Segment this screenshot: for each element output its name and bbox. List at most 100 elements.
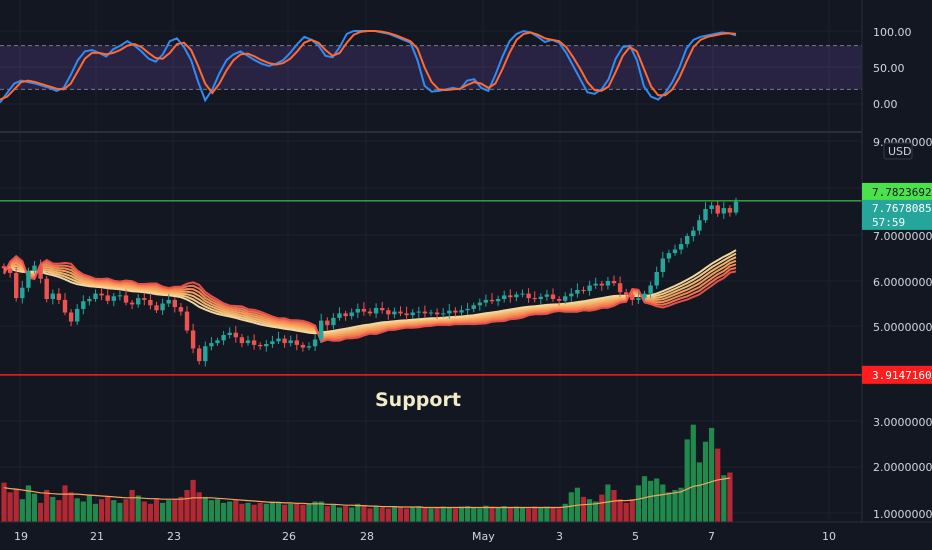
volume-bar[interactable] <box>666 492 672 522</box>
candle-body[interactable] <box>75 308 80 322</box>
candle-body[interactable] <box>489 299 495 302</box>
candle-body[interactable] <box>264 344 269 347</box>
volume-bar[interactable] <box>635 485 641 522</box>
candle-body[interactable] <box>611 281 617 284</box>
candle-body[interactable] <box>422 311 428 314</box>
candle-body[interactable] <box>672 249 678 254</box>
volume-bar[interactable] <box>599 494 605 522</box>
volume-bar[interactable] <box>410 507 416 522</box>
volume-bar[interactable] <box>263 503 269 522</box>
volume-bar[interactable] <box>68 492 74 522</box>
candle-body[interactable] <box>404 313 409 316</box>
candle-body[interactable] <box>270 341 275 344</box>
candle-body[interactable] <box>636 298 641 300</box>
candle-body[interactable] <box>215 340 220 344</box>
candle-body[interactable] <box>239 337 245 344</box>
candle-body[interactable] <box>733 201 739 213</box>
volume-bar[interactable] <box>221 502 227 522</box>
candle-body[interactable] <box>721 208 726 214</box>
candle-body[interactable] <box>593 283 598 286</box>
volume-bar[interactable] <box>483 505 489 522</box>
candle-body[interactable] <box>331 317 336 326</box>
volume-bar[interactable] <box>129 490 135 522</box>
volume-bar[interactable] <box>660 484 666 522</box>
volume-bar[interactable] <box>611 490 617 522</box>
candle-body[interactable] <box>197 348 202 362</box>
candle-body[interactable] <box>166 299 171 304</box>
volume-bar[interactable] <box>507 507 513 522</box>
candle-body[interactable] <box>459 310 464 313</box>
volume-bar[interactable] <box>391 506 397 522</box>
volume-bar[interactable] <box>172 499 178 522</box>
volume-bar[interactable] <box>123 499 129 522</box>
candle-body[interactable] <box>575 290 580 294</box>
candle-body[interactable] <box>361 308 367 312</box>
volume-bar[interactable] <box>721 475 727 522</box>
candle-body[interactable] <box>624 292 629 295</box>
candle-body[interactable] <box>617 283 623 293</box>
volume-bar[interactable] <box>245 502 251 522</box>
candle-body[interactable] <box>251 340 257 345</box>
candle-body[interactable] <box>87 299 92 302</box>
candle-body[interactable] <box>666 253 672 259</box>
volume-bar[interactable] <box>629 499 635 522</box>
candle-body[interactable] <box>160 303 165 311</box>
candle-body[interactable] <box>434 312 440 315</box>
candle-body[interactable] <box>709 205 714 209</box>
candle-body[interactable] <box>691 230 696 236</box>
volume-bar[interactable] <box>550 507 556 522</box>
volume-bar[interactable] <box>202 496 208 522</box>
candle-body[interactable] <box>526 293 531 299</box>
volume-bar[interactable] <box>397 507 404 522</box>
candle-body[interactable] <box>398 311 403 314</box>
volume-bar[interactable] <box>227 501 233 523</box>
volume-bar[interactable] <box>117 502 123 522</box>
candle-body[interactable] <box>648 285 653 294</box>
volume-bar[interactable] <box>702 441 709 522</box>
volume-bar[interactable] <box>141 501 147 523</box>
candle-body[interactable] <box>416 311 421 313</box>
candle-body[interactable] <box>117 295 123 297</box>
candle-body[interactable] <box>32 265 37 272</box>
candle-body[interactable] <box>325 320 330 326</box>
volume-bar[interactable] <box>696 462 702 522</box>
candle-body[interactable] <box>349 312 354 317</box>
candle-body[interactable] <box>386 310 391 315</box>
candle-body[interactable] <box>471 305 476 309</box>
candle-body[interactable] <box>62 299 68 313</box>
volume-bar[interactable] <box>446 507 452 522</box>
volume-bar[interactable] <box>580 496 587 522</box>
candle-body[interactable] <box>190 330 196 349</box>
candle-body[interactable] <box>654 272 659 286</box>
candle-body[interactable] <box>319 320 324 340</box>
volume-bar[interactable] <box>44 490 50 522</box>
volume-bar[interactable] <box>422 507 428 522</box>
candle-body[interactable] <box>428 312 434 314</box>
candle-body[interactable] <box>697 220 702 231</box>
volume-bar[interactable] <box>489 506 495 522</box>
candle-body[interactable] <box>178 307 184 312</box>
candle-body[interactable] <box>68 312 74 322</box>
candle-body[interactable] <box>81 301 86 309</box>
candle-body[interactable] <box>703 209 708 221</box>
candle-body[interactable] <box>630 294 635 300</box>
volume-bar[interactable] <box>678 487 684 522</box>
time-axis[interactable]: 19 21 23 26 28 May 3 5 7 10 <box>0 521 932 543</box>
candle-body[interactable] <box>569 293 574 297</box>
volume-bar[interactable] <box>7 492 13 522</box>
candle-body[interactable] <box>56 293 62 300</box>
candle-body[interactable] <box>660 258 665 273</box>
volume-bar[interactable] <box>19 499 25 522</box>
candle-body[interactable] <box>20 287 25 299</box>
candle-body[interactable] <box>520 293 525 295</box>
candle-body[interactable] <box>538 296 543 299</box>
volume-bar[interactable] <box>544 506 550 522</box>
candle-body[interactable] <box>532 298 537 300</box>
candle-body[interactable] <box>38 265 43 279</box>
candle-body[interactable] <box>288 340 293 344</box>
volume-bar[interactable] <box>178 496 184 522</box>
volume-bar[interactable] <box>501 506 507 522</box>
volume-panel[interactable] <box>1 424 733 523</box>
volume-bar[interactable] <box>379 507 385 522</box>
